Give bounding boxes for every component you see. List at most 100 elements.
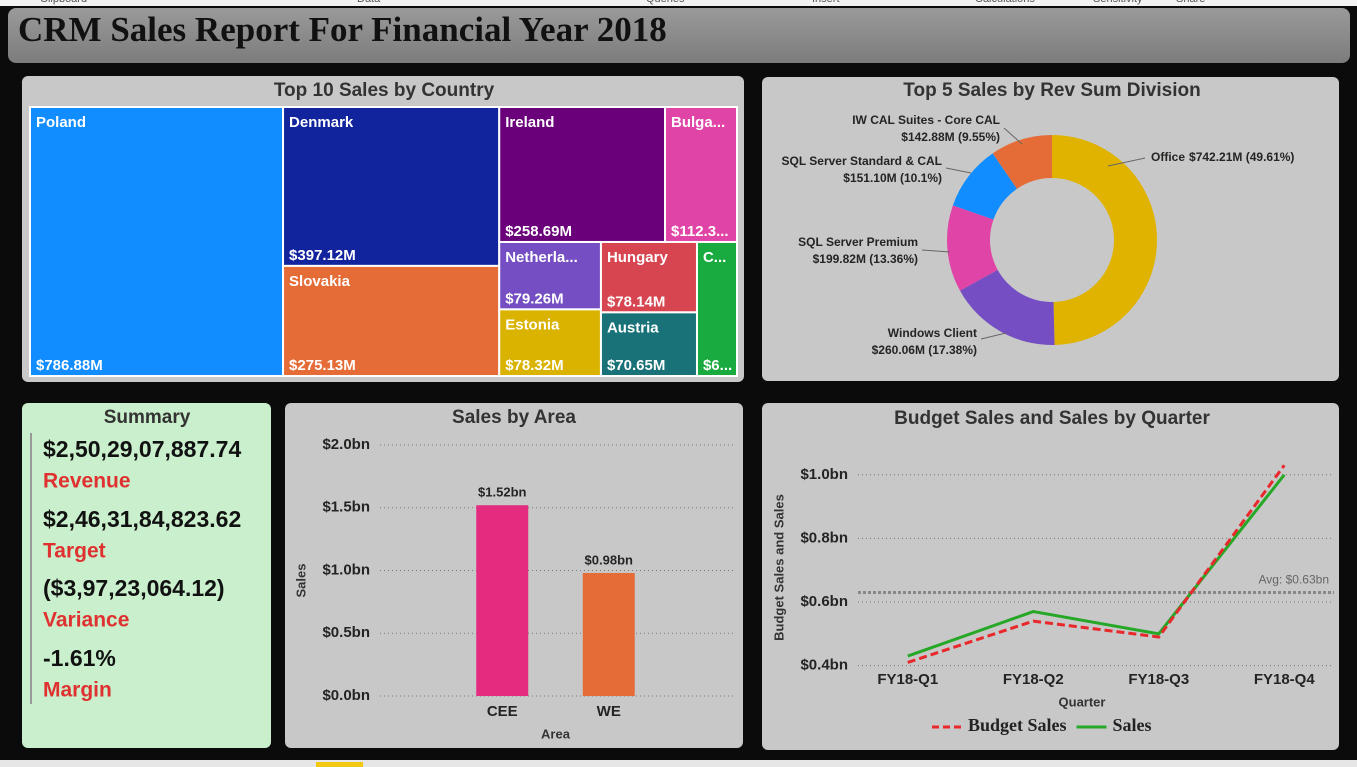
reference-label: Avg: $0.63bn bbox=[1258, 573, 1329, 587]
donut-slice bbox=[1052, 135, 1157, 345]
y-tick-label: $0.4bn bbox=[800, 657, 848, 674]
leader-line bbox=[1003, 127, 1023, 145]
x-tick-label: FY18-Q4 bbox=[1254, 671, 1316, 688]
tile-value-label: $70.65M bbox=[607, 357, 665, 374]
treemap-tile bbox=[29, 106, 285, 377]
slice-value-label: $199.82M (13.36%) bbox=[813, 252, 918, 266]
x-axis-title: Area bbox=[541, 726, 571, 741]
chart-title: Budget Sales and Sales by Quarter bbox=[894, 408, 1210, 429]
line-series bbox=[907, 473, 1286, 658]
y-tick-label: $1.0bn bbox=[322, 561, 370, 578]
active-tab bbox=[316, 762, 363, 767]
leader-line bbox=[980, 332, 1007, 340]
bar bbox=[476, 505, 529, 696]
panel bbox=[762, 403, 1339, 750]
tile-value-label: $78.14M bbox=[607, 293, 665, 310]
y-tick-label: $0.0bn bbox=[322, 687, 370, 704]
tile-label: Ireland bbox=[505, 114, 554, 131]
line-series bbox=[907, 464, 1286, 664]
x-tick-label: FY18-Q3 bbox=[1128, 671, 1189, 688]
panel bbox=[762, 77, 1339, 381]
slice-value-label: $260.06M (17.38%) bbox=[872, 343, 977, 357]
tile-value-label: $258.69M bbox=[505, 223, 572, 240]
summary-value: ($3,97,23,064.12) bbox=[43, 575, 225, 601]
tile-value-label: $275.13M bbox=[289, 357, 356, 374]
y-tick-label: $0.8bn bbox=[800, 529, 848, 546]
summary-label: Target bbox=[43, 540, 106, 563]
treemap-tile bbox=[282, 106, 501, 267]
y-tick-label: $0.6bn bbox=[800, 593, 848, 610]
summary-title: Summary bbox=[104, 407, 191, 428]
tile-label: Denmark bbox=[289, 114, 354, 131]
y-axis-title: Budget Sales and Sales bbox=[771, 494, 786, 641]
donut-slice bbox=[960, 269, 1055, 345]
tile-label: Hungary bbox=[607, 249, 669, 266]
ribbon: Clipboard Data Queries Insert Calculations Se… bbox=[40, 0, 1205, 5]
ribbon-label: Data bbox=[357, 0, 381, 5]
ribbon-label: Share bbox=[1176, 0, 1205, 5]
slice-value-label: $142.88M (9.55%) bbox=[901, 130, 1000, 144]
slice-label: Windows Client bbox=[888, 326, 977, 340]
x-tick-label: FY18-Q1 bbox=[877, 671, 938, 688]
slice-label: SQL Server Standard & CAL bbox=[782, 154, 943, 168]
y-tick-label: $1.0bn bbox=[800, 466, 848, 483]
page-title: CRM Sales Report For Financial Year 2018 bbox=[18, 10, 667, 49]
treemap-tile bbox=[599, 240, 698, 314]
slice-label: Office bbox=[1151, 150, 1185, 164]
tile-label: C... bbox=[703, 249, 726, 266]
tile-value-label: $79.26M bbox=[505, 290, 563, 307]
treemap-tile bbox=[282, 264, 501, 377]
legend-label: Sales bbox=[1113, 715, 1152, 735]
treemap-tile bbox=[498, 308, 602, 378]
chart-title: Top 5 Sales by Rev Sum Division bbox=[903, 80, 1200, 101]
tile-value-label: $397.12M bbox=[289, 247, 356, 264]
tile-label: Poland bbox=[36, 114, 86, 131]
summary-label: Variance bbox=[43, 609, 129, 632]
tile-value-label: $112.3... bbox=[671, 223, 729, 240]
tile-label: Estonia bbox=[505, 316, 560, 333]
leader-line bbox=[1107, 157, 1146, 167]
bar bbox=[582, 573, 635, 696]
tile-value-label: $6... bbox=[703, 357, 732, 374]
y-tick-label: $1.5bn bbox=[322, 499, 370, 516]
donut-slice bbox=[946, 205, 998, 291]
treemap-tile bbox=[695, 240, 739, 377]
summary-value: $2,46,31,84,823.62 bbox=[43, 506, 241, 532]
ribbon-strip bbox=[0, 0, 1357, 6]
panel bbox=[22, 403, 271, 748]
slice-label: SQL Server Premium bbox=[798, 235, 918, 249]
y-tick-label: $0.5bn bbox=[322, 624, 370, 641]
x-axis-title: Quarter bbox=[1059, 694, 1106, 709]
y-tick-label: $2.0bn bbox=[322, 436, 370, 453]
tile-label: Bulga... bbox=[671, 114, 725, 131]
y-axis-title: Sales bbox=[293, 564, 308, 598]
ribbon-label: Queries bbox=[646, 0, 685, 5]
title-bar bbox=[8, 8, 1350, 63]
bar-value-label: $1.52bn bbox=[478, 485, 526, 500]
leader-line bbox=[921, 249, 951, 253]
ribbon-label: Calculations bbox=[975, 0, 1035, 5]
donut-slice bbox=[992, 135, 1052, 189]
chart-title: Sales by Area bbox=[452, 407, 576, 428]
summary-value: -1.61% bbox=[43, 645, 116, 671]
x-tick-label: CEE bbox=[487, 703, 518, 720]
legend-label: Budget Sales bbox=[968, 715, 1067, 735]
bar-value-label: $0.98bn bbox=[585, 552, 633, 567]
summary-label: Margin bbox=[43, 679, 112, 702]
ribbon-label: Insert bbox=[812, 0, 840, 5]
tile-label: Netherla... bbox=[505, 249, 578, 266]
slice-value-label: $742.21M (49.61%) bbox=[1189, 150, 1294, 164]
tile-label: Austria bbox=[607, 319, 659, 336]
slice-value-label: $151.10M (10.1%) bbox=[843, 171, 942, 185]
treemap-tile bbox=[498, 106, 667, 243]
donut-slice bbox=[952, 153, 1017, 220]
tab-strip bbox=[0, 760, 1357, 767]
chart-title: Top 10 Sales by Country bbox=[274, 80, 495, 101]
x-tick-label: WE bbox=[597, 703, 621, 720]
summary-label: Revenue bbox=[43, 470, 131, 493]
treemap-tile bbox=[664, 106, 739, 243]
summary-value: $2,50,29,07,887.74 bbox=[43, 436, 241, 462]
x-tick-label: FY18-Q2 bbox=[1003, 671, 1064, 688]
